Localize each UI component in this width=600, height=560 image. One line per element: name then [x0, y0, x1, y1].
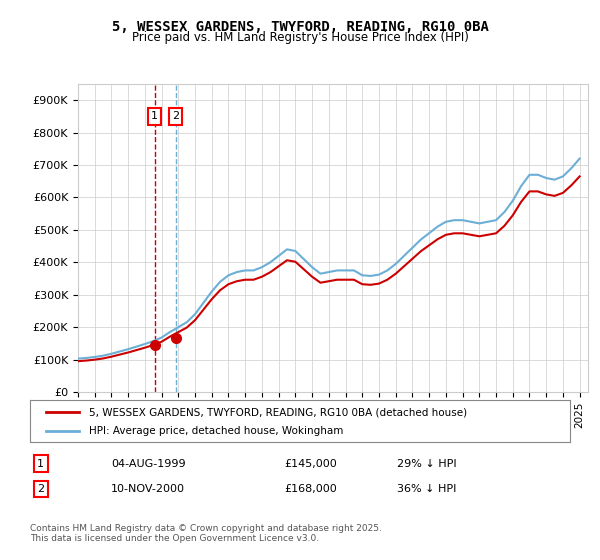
Text: Price paid vs. HM Land Registry's House Price Index (HPI): Price paid vs. HM Land Registry's House … — [131, 31, 469, 44]
Text: £168,000: £168,000 — [284, 484, 337, 494]
Text: 5, WESSEX GARDENS, TWYFORD, READING, RG10 0BA (detached house): 5, WESSEX GARDENS, TWYFORD, READING, RG1… — [89, 407, 467, 417]
Text: HPI: Average price, detached house, Wokingham: HPI: Average price, detached house, Woki… — [89, 426, 344, 436]
Text: £145,000: £145,000 — [284, 459, 337, 469]
Text: 2: 2 — [37, 484, 44, 494]
Text: 10-NOV-2000: 10-NOV-2000 — [111, 484, 185, 494]
Text: 1: 1 — [37, 459, 44, 469]
Text: 36% ↓ HPI: 36% ↓ HPI — [397, 484, 457, 494]
Text: 2: 2 — [172, 111, 179, 122]
Text: 04-AUG-1999: 04-AUG-1999 — [111, 459, 185, 469]
Text: 29% ↓ HPI: 29% ↓ HPI — [397, 459, 457, 469]
Text: 1: 1 — [151, 111, 158, 122]
Text: 5, WESSEX GARDENS, TWYFORD, READING, RG10 0BA: 5, WESSEX GARDENS, TWYFORD, READING, RG1… — [112, 20, 488, 34]
Text: Contains HM Land Registry data © Crown copyright and database right 2025.
This d: Contains HM Land Registry data © Crown c… — [30, 524, 382, 543]
